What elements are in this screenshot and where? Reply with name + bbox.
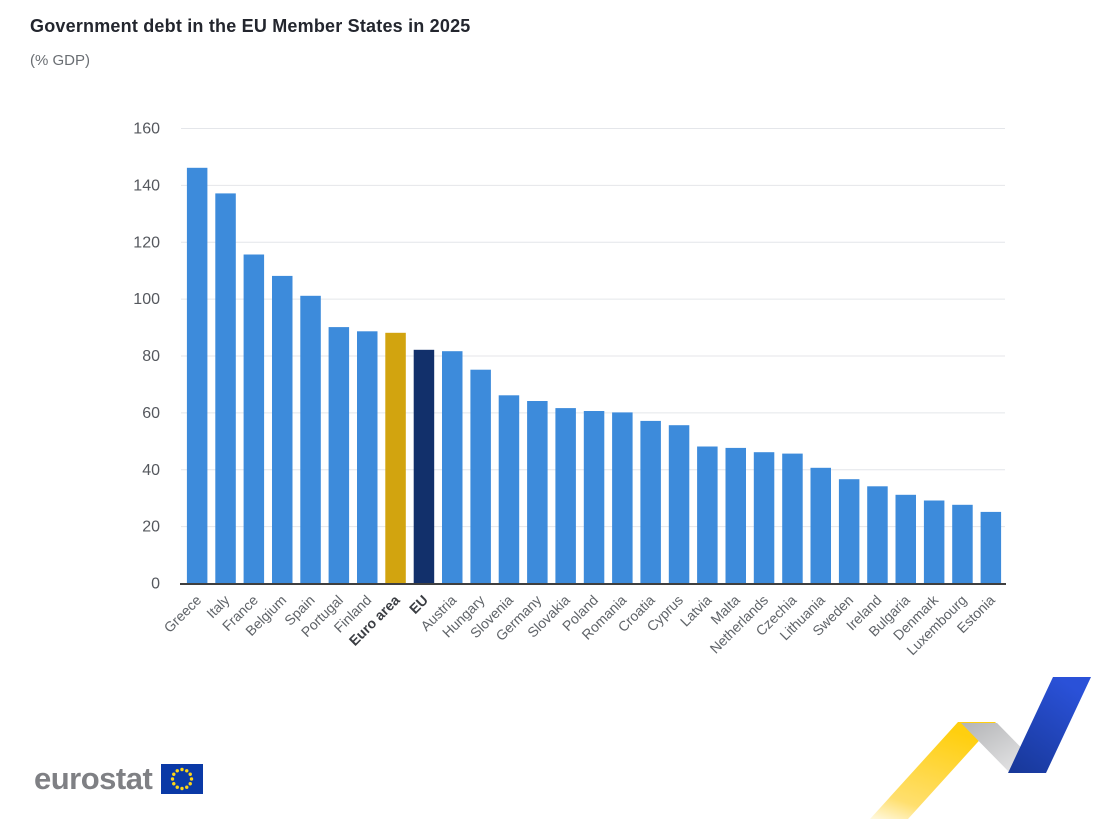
trend-ribbon-graphic bbox=[870, 677, 1091, 819]
bar-slovenia[interactable] bbox=[498, 395, 520, 583]
bar-latvia[interactable] bbox=[697, 446, 718, 584]
flag-star bbox=[180, 767, 185, 771]
bar-cyprus[interactable] bbox=[668, 425, 690, 583]
bar-estonia[interactable] bbox=[980, 511, 1002, 583]
bar-italy[interactable] bbox=[215, 193, 236, 583]
bar-euro-area[interactable] bbox=[385, 332, 406, 584]
flag-star bbox=[185, 785, 189, 789]
flag-star bbox=[171, 776, 175, 781]
bar-eu[interactable] bbox=[413, 349, 435, 583]
ribbon-yellow-segment bbox=[870, 722, 996, 819]
bar-luxembourg[interactable] bbox=[952, 504, 973, 583]
y-axis-tick-label: 60 bbox=[142, 405, 160, 422]
bar-france[interactable] bbox=[243, 254, 265, 584]
bar-denmark[interactable] bbox=[923, 500, 945, 584]
bar-finland[interactable] bbox=[357, 331, 378, 583]
ribbon-blue-segment bbox=[1008, 677, 1091, 773]
bar-greece[interactable] bbox=[186, 167, 208, 584]
flag-star bbox=[172, 781, 176, 785]
flag-star bbox=[188, 772, 193, 776]
bar-lithuania[interactable] bbox=[810, 467, 832, 583]
bar-romania[interactable] bbox=[612, 412, 633, 583]
x-axis-category-label: Latvia bbox=[677, 592, 715, 630]
y-axis-tick-label: 80 bbox=[142, 348, 160, 365]
bar-germany[interactable] bbox=[527, 401, 548, 583]
flag-star bbox=[175, 768, 180, 772]
flag-star bbox=[172, 772, 176, 776]
eurostat-logo: eurostat bbox=[34, 761, 204, 796]
flag-star bbox=[188, 781, 193, 785]
flag-star bbox=[190, 776, 194, 781]
bar-spain[interactable] bbox=[300, 295, 321, 583]
bar-netherlands[interactable] bbox=[753, 452, 775, 583]
flag-star bbox=[180, 786, 185, 790]
bar-belgium[interactable] bbox=[272, 275, 293, 583]
flag-star bbox=[185, 768, 189, 772]
y-axis-tick-label: 20 bbox=[142, 519, 160, 536]
chart-title: Government debt in the EU Member States … bbox=[30, 16, 471, 36]
bar-czechia[interactable] bbox=[782, 453, 803, 583]
chart-subtitle: (% GDP) bbox=[30, 52, 90, 69]
y-axis-tick-label: 40 bbox=[142, 462, 160, 479]
x-axis-category-label: Greece bbox=[161, 592, 205, 636]
y-axis-tick-label: 140 bbox=[133, 177, 160, 194]
bar-slovakia[interactable] bbox=[555, 408, 576, 583]
bar-chart: 020406080100120140160GreeceItalyFranceBe… bbox=[133, 121, 1006, 658]
bar-hungary[interactable] bbox=[470, 369, 491, 583]
y-axis-tick-label: 120 bbox=[133, 234, 160, 251]
bar-bulgaria[interactable] bbox=[895, 494, 917, 583]
bar-austria[interactable] bbox=[442, 351, 463, 583]
flag-star bbox=[175, 785, 180, 789]
y-axis-tick-label: 160 bbox=[133, 121, 160, 138]
eu-flag-icon bbox=[161, 763, 204, 794]
bar-poland[interactable] bbox=[583, 411, 605, 583]
bar-portugal[interactable] bbox=[328, 327, 350, 583]
y-axis-tick-label: 100 bbox=[133, 291, 160, 308]
y-axis-tick-label: 0 bbox=[151, 576, 160, 593]
eurostat-logo-text: eurostat bbox=[34, 761, 153, 796]
bar-malta[interactable] bbox=[725, 447, 747, 583]
bar-ireland[interactable] bbox=[867, 486, 888, 583]
bar-sweden[interactable] bbox=[838, 479, 860, 583]
bar-croatia[interactable] bbox=[640, 420, 661, 583]
